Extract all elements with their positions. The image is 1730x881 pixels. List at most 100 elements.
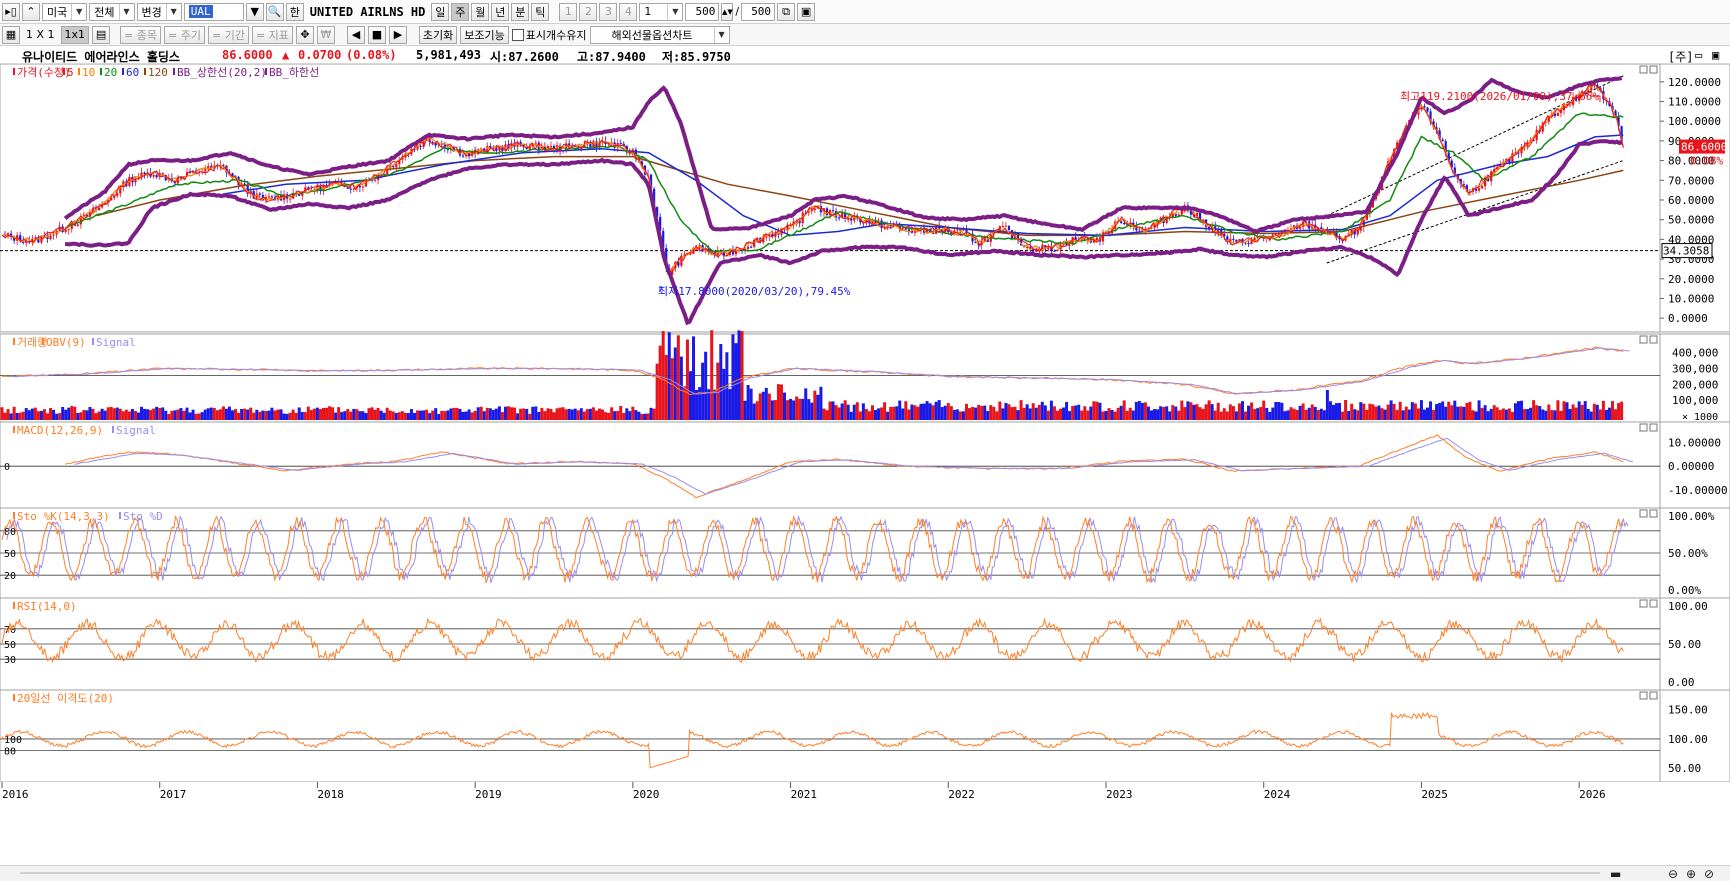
candle-body: [689, 253, 692, 255]
move-icon[interactable]: ✥: [295, 25, 314, 44]
candle-body: [58, 226, 61, 231]
obv-legend-marker: [13, 338, 15, 345]
volume-bar: [1438, 402, 1442, 420]
scroll-left-button[interactable]: ◀: [346, 25, 365, 44]
volume-bar: [285, 413, 289, 420]
chart-area[interactable]: 0.000010.000020.000030.000040.000050.000…: [0, 64, 1730, 864]
scroll-right-button[interactable]: ▶: [388, 25, 407, 44]
candle-body: [364, 179, 368, 187]
disp-line: [1, 711, 1624, 769]
lang-button[interactable]: 한: [285, 2, 304, 21]
volume-bar: [176, 409, 180, 420]
layout-1x1-button[interactable]: 1 X 1: [26, 28, 55, 41]
aux-button[interactable]: 보조기능: [460, 25, 509, 44]
candle-body: [944, 228, 947, 232]
zoom-reset-icon[interactable]: ⊘: [1704, 867, 1715, 881]
search-icon[interactable]: 🔍: [265, 2, 284, 21]
symbol-dropdown-button[interactable]: ▼: [245, 2, 264, 21]
volume-bar: [434, 408, 438, 420]
candle-body: [1541, 122, 1544, 132]
volume-bar: [710, 330, 714, 420]
reset-button[interactable]: 초기화: [418, 25, 458, 44]
layout-1x1-selected[interactable]: 1x1: [60, 25, 90, 44]
candle-body: [677, 261, 680, 266]
volume-bar: [443, 411, 447, 420]
high-annotation: 최고119.2100(2026/01/09),37.66%: [1400, 90, 1599, 103]
volume-bar: [886, 411, 890, 420]
zoom-in-icon[interactable]: ⊕: [1686, 867, 1697, 881]
candle-body: [386, 167, 389, 175]
currency-icon[interactable]: ₩: [316, 25, 335, 44]
volume-bar: [461, 411, 465, 420]
window-restore-icon[interactable]: ▭: [1695, 48, 1703, 62]
volume-bar: [1316, 409, 1320, 420]
panel-toggle-button[interactable]: ▸▯: [2, 2, 20, 21]
market-select[interactable]: 미국 ▼: [42, 2, 88, 21]
overseas-select[interactable]: 해외선물옵션차트 ▼: [589, 25, 730, 44]
window-close-icon[interactable]: ▣: [1712, 48, 1720, 62]
volume-bar: [103, 410, 107, 420]
slot-2-button[interactable]: 2: [579, 2, 598, 21]
slot-4-button[interactable]: 4: [619, 2, 638, 21]
candle-body: [340, 181, 343, 184]
period-year[interactable]: 년: [491, 2, 510, 21]
overseas-value: 해외선물옵션차트: [611, 28, 693, 42]
count-input[interactable]: 500: [685, 2, 720, 21]
volume-bar: [1174, 406, 1178, 420]
candle-body: [722, 250, 725, 257]
candle-body: [1553, 113, 1556, 116]
interval-select[interactable]: 1 ▼: [639, 2, 684, 21]
period-tick[interactable]: 틱: [531, 2, 550, 21]
volume-bar: [1065, 401, 1069, 420]
candle-body: [104, 202, 107, 205]
filter-symbol-button[interactable]: = 종목: [120, 25, 162, 44]
candle-body: [1617, 117, 1620, 127]
scroll-thumb-icon[interactable]: ▬: [1610, 867, 1622, 881]
period-minute[interactable]: 분: [511, 2, 530, 21]
candle-body: [1250, 240, 1253, 245]
keep-count-checkbox[interactable]: 표시개수유지: [511, 27, 587, 43]
period-day[interactable]: 일: [431, 2, 450, 21]
save-icon[interactable]: ▣: [797, 2, 816, 21]
filter-range-button[interactable]: = 기간: [207, 25, 249, 44]
zoom-out-icon[interactable]: ⊖: [1668, 867, 1679, 881]
volume-bar: [743, 400, 747, 420]
volume-bar: [807, 399, 811, 420]
candle-body: [1095, 237, 1099, 241]
volume-bar: [231, 410, 235, 420]
volume-bar: [1601, 400, 1605, 420]
volume-bar: [652, 408, 656, 420]
volume-bar: [1222, 408, 1226, 420]
slot-3-button[interactable]: 3: [599, 2, 618, 21]
symbol-input[interactable]: UAL: [183, 2, 244, 21]
sto-left-tick: 50: [4, 549, 16, 560]
period-week[interactable]: 주: [451, 2, 470, 21]
grid-layout-icon[interactable]: ▦: [2, 25, 20, 44]
candle-body: [1429, 111, 1432, 122]
scope-select[interactable]: 전체 ▼: [89, 2, 135, 21]
rsi-left-tick: 50: [4, 640, 16, 651]
new-window-icon[interactable]: ⧉: [777, 2, 796, 21]
horizontal-scrollbar[interactable]: ▬ ⊖ ⊕ ⊘: [0, 865, 1730, 881]
candle-body: [619, 143, 622, 145]
volume-bar: [1331, 404, 1335, 420]
candle-body: [1477, 188, 1481, 191]
count-stepper[interactable]: ▲▼: [721, 2, 734, 21]
volume-bar: [898, 400, 902, 420]
filter-period-button[interactable]: = 주기: [164, 25, 205, 44]
candle-body: [680, 255, 683, 266]
collapse-up-icon[interactable]: ⌃: [22, 2, 40, 21]
period-month[interactable]: 월: [471, 2, 490, 21]
last-price: 86.6000: [222, 48, 273, 62]
filter-indicator-button[interactable]: = 지표: [251, 25, 293, 44]
slot-1-button[interactable]: 1: [559, 2, 578, 21]
volume-bar: [582, 411, 586, 420]
table-icon[interactable]: ▤: [92, 25, 111, 44]
candle-body: [555, 145, 559, 152]
volume-bar: [679, 356, 683, 420]
candle-body: [950, 232, 953, 234]
stop-button[interactable]: ■: [367, 25, 386, 44]
candle-body: [853, 216, 856, 221]
volume-bar: [440, 410, 444, 420]
mode-select[interactable]: 변경 ▼: [136, 2, 182, 21]
